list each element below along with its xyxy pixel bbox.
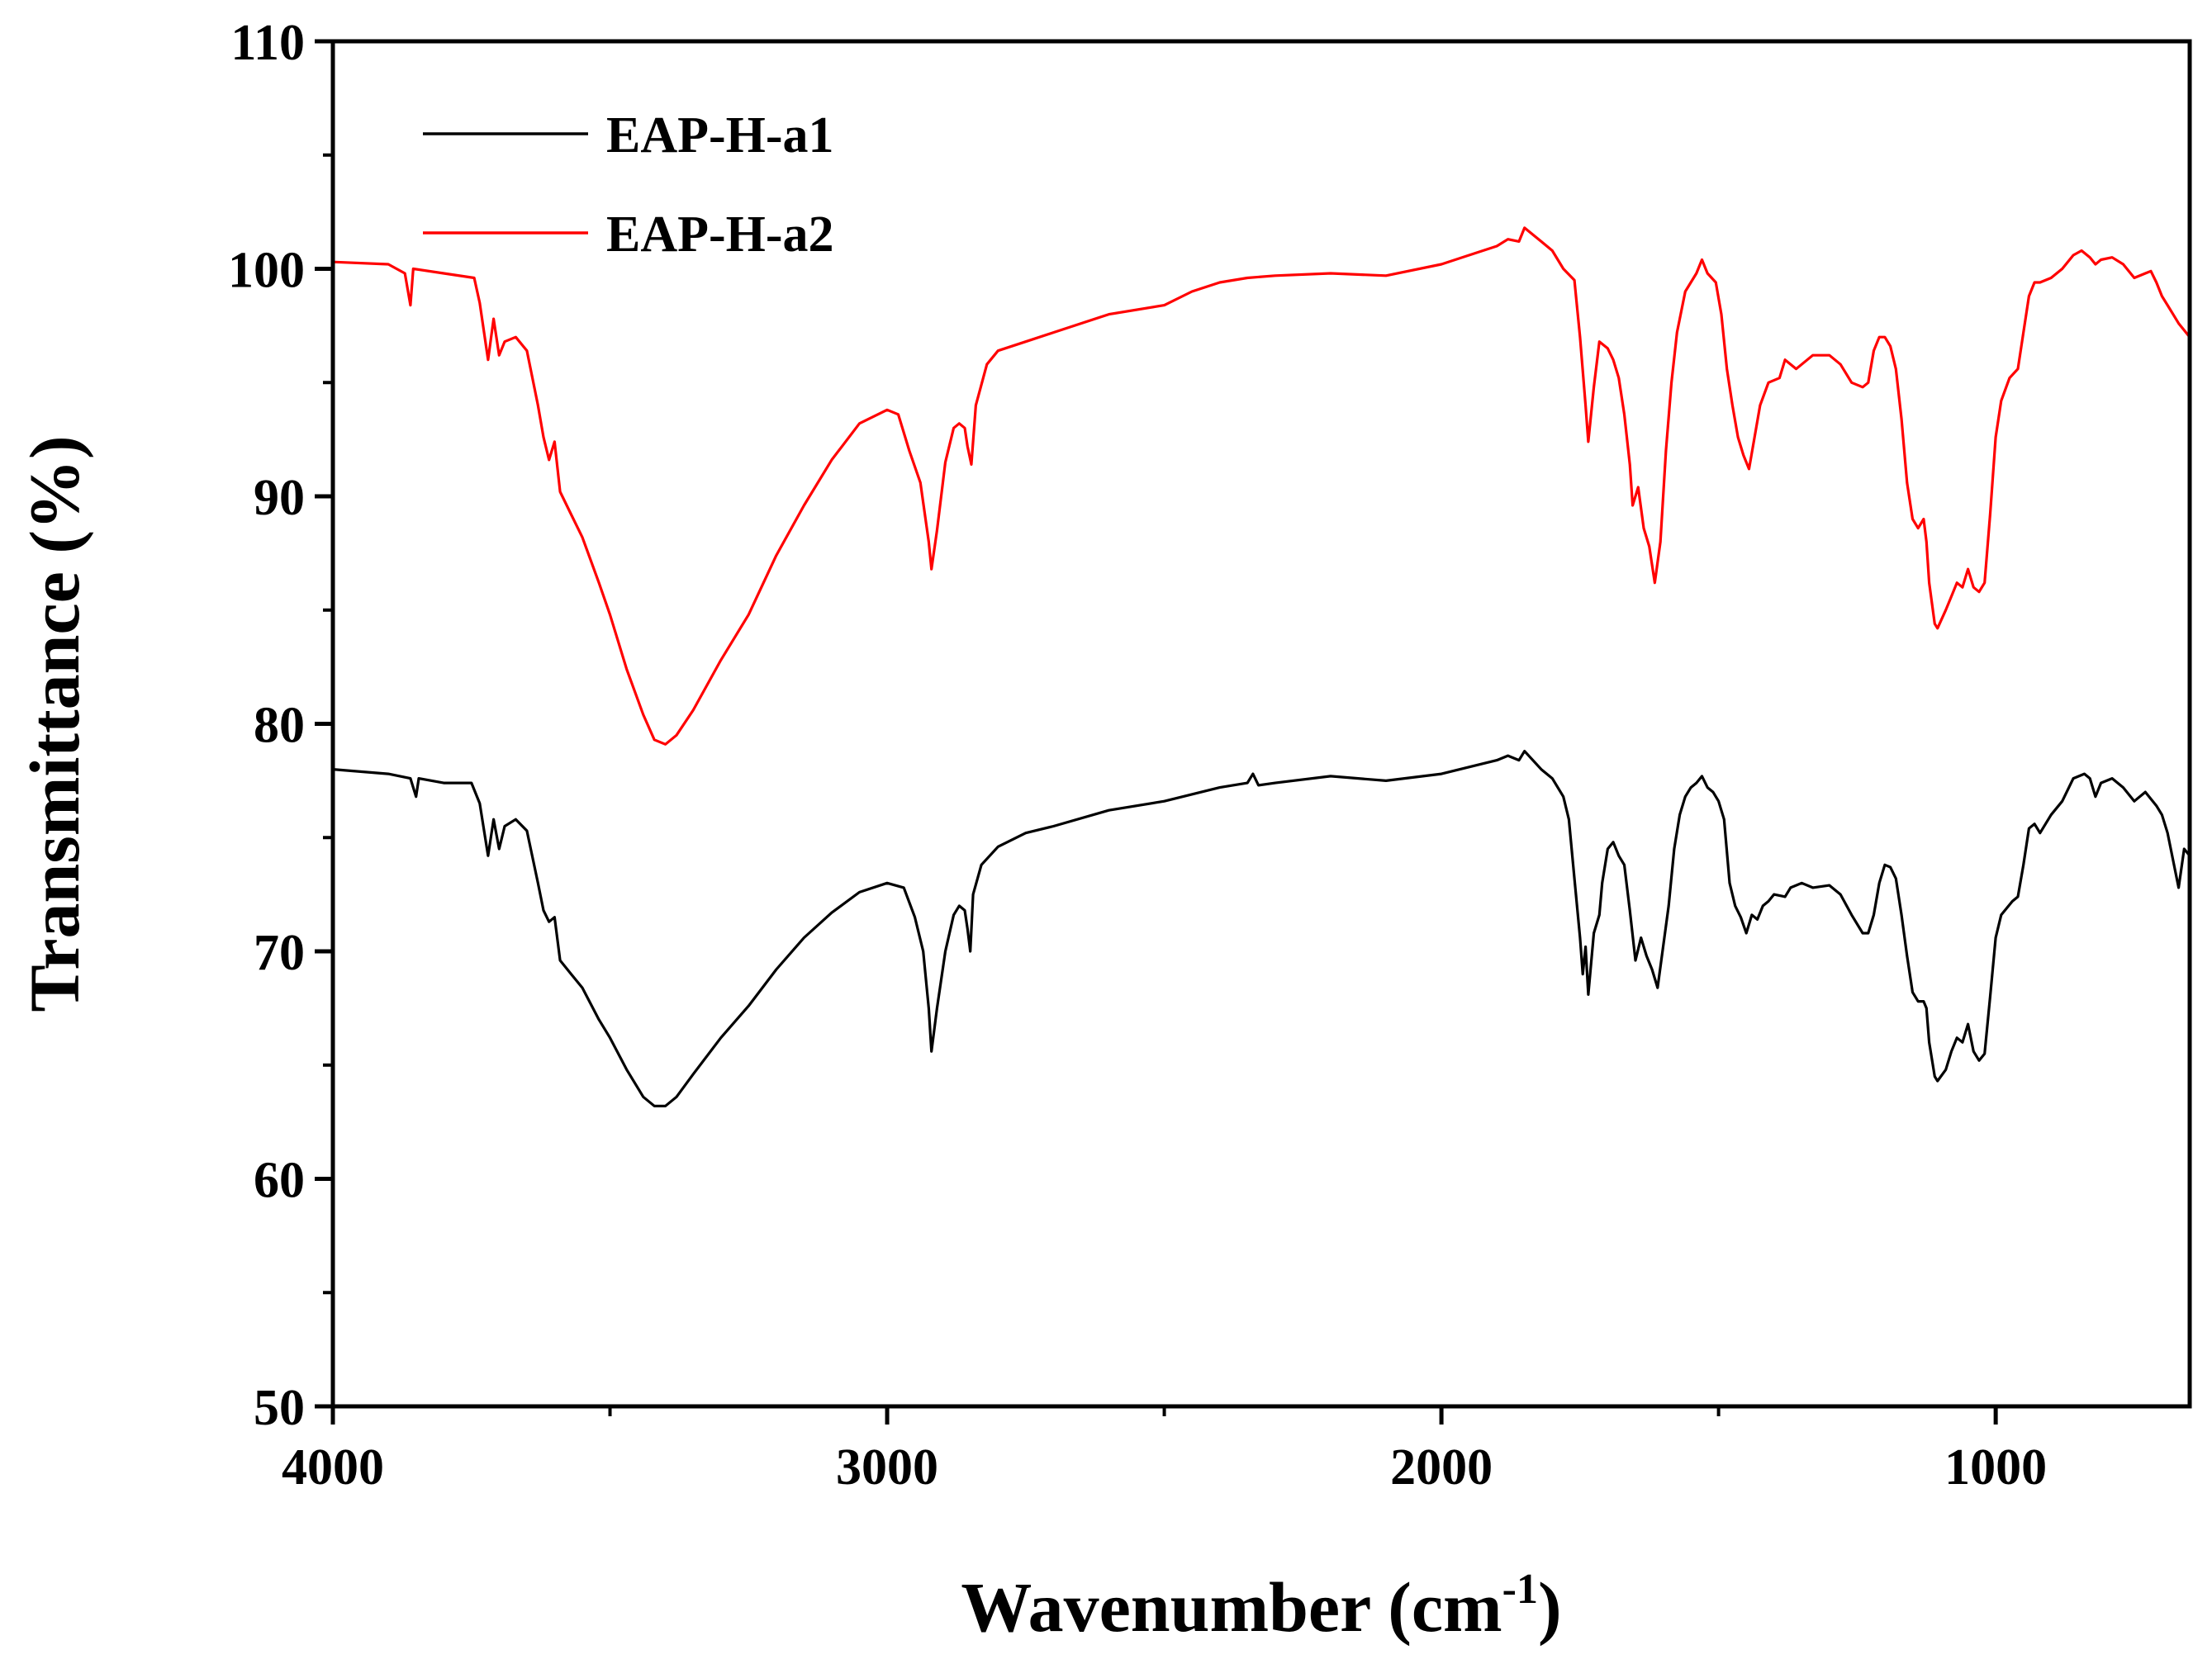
x-axis-title-base: Wavenumber (cm: [961, 1567, 1502, 1647]
series-layer: [332, 226, 2191, 1107]
y-tick-label: 110: [230, 15, 305, 71]
x-tick-label: 2000: [1390, 1439, 1493, 1496]
x-axis-title: Wavenumber (cm-1): [961, 1566, 1561, 1647]
series-line-2: [332, 226, 2191, 746]
series-line-1: [332, 750, 2191, 1107]
legend-label-2: EAP-H-a2: [606, 206, 834, 263]
y-axis-title: Transmittance (%): [15, 435, 94, 1012]
legend-label-1: EAP-H-a1: [606, 107, 834, 164]
y-tick-label: 90: [254, 470, 305, 526]
ticks-layer: 50 60 70 80 90 100 110 4000 3000 2000 1000: [228, 15, 2047, 1496]
y-tick-label: 70: [254, 925, 305, 981]
x-tick-label: 1000: [1944, 1439, 2047, 1496]
y-tick-label: 100: [228, 243, 305, 299]
x-tick-label: 3000: [836, 1439, 938, 1496]
y-tick-label: 60: [254, 1153, 305, 1209]
legend: EAP-H-a1 EAP-H-a2: [423, 107, 834, 263]
x-axis-title-close: ): [1538, 1567, 1562, 1647]
x-tick-label: 4000: [282, 1439, 384, 1496]
x-axis-title-sup: -1: [1502, 1566, 1538, 1613]
y-tick-label: 80: [254, 698, 305, 754]
y-tick-label: 50: [254, 1380, 305, 1436]
